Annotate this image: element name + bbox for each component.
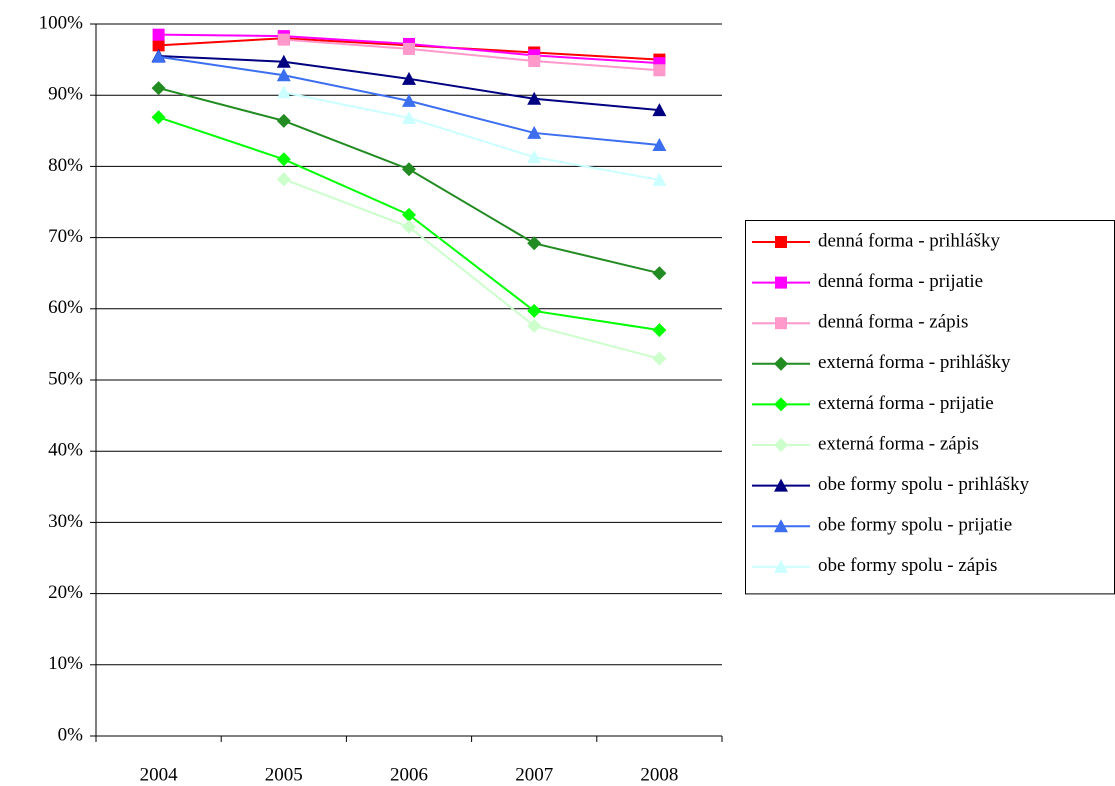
marker (276, 152, 291, 167)
marker (402, 93, 416, 107)
x-tick-label: 2006 (390, 764, 428, 785)
marker (652, 351, 667, 366)
series (151, 49, 667, 152)
marker (402, 110, 416, 124)
series (276, 172, 667, 366)
y-tick-label: 10% (48, 653, 83, 674)
y-tick-label: 70% (48, 226, 83, 247)
series (151, 110, 667, 338)
marker (775, 276, 787, 289)
marker (403, 42, 415, 55)
series-line (283, 178, 660, 360)
series (276, 85, 667, 186)
legend-label: obe formy spolu - prihlášky (818, 474, 1030, 495)
y-tick-label: 0% (58, 724, 84, 745)
x-tick-label: 2004 (140, 764, 179, 785)
marker (527, 150, 542, 164)
marker (276, 172, 291, 187)
marker (276, 85, 291, 99)
marker (652, 323, 667, 338)
marker (527, 318, 542, 333)
y-tick-label: 30% (48, 511, 83, 532)
marker (402, 219, 416, 234)
marker (774, 438, 788, 452)
marker (151, 49, 166, 63)
marker (775, 236, 787, 248)
legend-label: externá forma - prijatie (818, 393, 994, 414)
marker (652, 172, 667, 186)
y-tick-label: 90% (48, 84, 83, 105)
marker (152, 39, 165, 52)
marker (276, 54, 291, 68)
marker (527, 91, 542, 105)
series (151, 81, 667, 281)
marker (774, 559, 788, 573)
marker (276, 68, 291, 82)
marker (151, 110, 166, 125)
legend-label: denná forma - zápis (818, 312, 968, 333)
y-tick-label: 80% (48, 155, 83, 176)
legend-label: externá forma - zápis (818, 433, 979, 454)
marker (652, 138, 667, 152)
marker (775, 317, 787, 330)
marker (527, 125, 542, 139)
y-tick-label: 50% (48, 368, 83, 389)
marker (402, 162, 416, 177)
marker (653, 64, 666, 77)
marker (652, 103, 667, 117)
marker (277, 33, 290, 46)
y-tick-label: 100% (39, 12, 84, 33)
marker (402, 71, 416, 85)
marker (528, 55, 541, 68)
marker (276, 113, 291, 128)
legend-label: externá forma - prihlášky (818, 352, 1011, 373)
legend-label: obe formy spolu - prijatie (818, 515, 1012, 536)
x-tick-label: 2007 (515, 764, 553, 785)
legend-label: denná forma - prihlášky (818, 230, 1001, 251)
x-tick-label: 2008 (640, 764, 678, 785)
y-tick-label: 20% (48, 582, 83, 603)
marker (774, 397, 788, 412)
legend-label: denná forma - prijatie (818, 271, 983, 292)
y-tick-label: 60% (48, 297, 83, 318)
legend-label: obe formy spolu - zápis (818, 555, 997, 576)
series (277, 33, 666, 77)
marker (402, 207, 416, 222)
series-line (283, 91, 660, 181)
x-tick-label: 2005 (265, 764, 303, 785)
series-line (283, 38, 660, 72)
marker (652, 266, 667, 281)
marker (774, 519, 788, 533)
marker (774, 478, 788, 492)
marker (774, 356, 788, 371)
marker (527, 236, 542, 251)
marker (152, 28, 165, 41)
marker (527, 303, 542, 318)
y-tick-label: 40% (48, 440, 83, 461)
marker (151, 81, 166, 96)
